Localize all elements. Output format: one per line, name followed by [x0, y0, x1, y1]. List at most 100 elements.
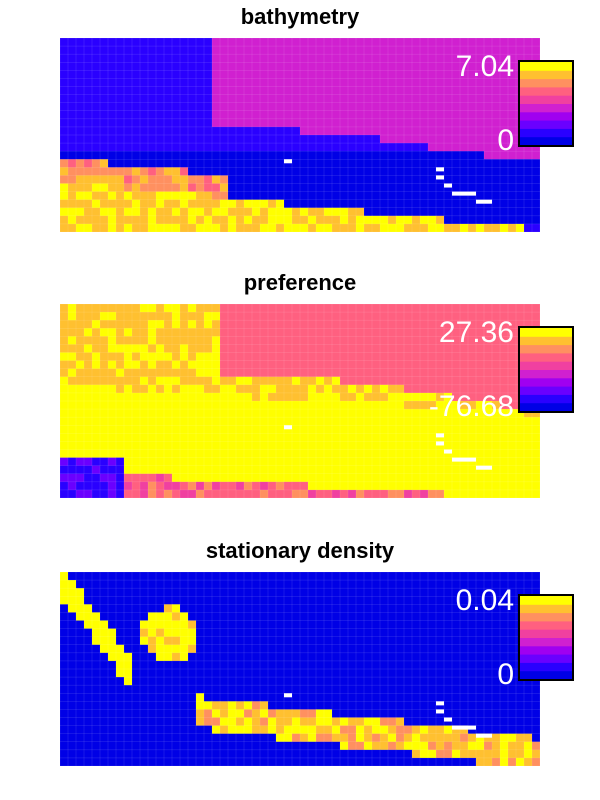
heatmap-cell: [412, 38, 421, 47]
heatmap-cell: [476, 54, 485, 63]
heatmap-cell: [500, 409, 509, 418]
heatmap-cell: [292, 441, 301, 450]
heatmap-cell: [84, 191, 93, 201]
heatmap-cell: [308, 685, 317, 694]
heatmap-cell: [92, 126, 101, 136]
heatmap-cell: [124, 677, 133, 686]
heatmap-cell: [340, 135, 349, 144]
heatmap-cell: [380, 336, 389, 345]
heatmap-cell: [492, 191, 501, 201]
heatmap-cell: [284, 652, 293, 662]
heatmap-cell: [484, 580, 493, 589]
heatmap-cell: [484, 94, 493, 104]
heatmap-cell: [364, 465, 373, 475]
heatmap-cell: [404, 143, 413, 152]
heatmap-cell: [340, 757, 349, 766]
heatmap-cell: [476, 457, 485, 467]
heatmap-cell: [116, 489, 125, 498]
heatmap-cell: [68, 473, 77, 483]
heatmap-cell: [236, 660, 245, 670]
heatmap-cell: [308, 677, 317, 686]
heatmap-cell: [516, 701, 525, 710]
heatmap-cell: [132, 644, 141, 654]
heatmap-cell: [428, 733, 437, 743]
heatmap-cell: [92, 652, 101, 662]
heatmap-cell: [380, 669, 389, 678]
heatmap-cell: [308, 433, 317, 442]
heatmap-cell: [308, 473, 317, 483]
heatmap-cell: [364, 489, 373, 498]
heatmap-cell: [316, 102, 325, 112]
heatmap-cell: [524, 54, 533, 63]
heatmap-cell: [252, 489, 261, 498]
heatmap-cell: [444, 441, 453, 450]
heatmap-cell: [372, 457, 381, 467]
heatmap-cell: [444, 636, 453, 646]
heatmap-cell: [300, 143, 309, 152]
heatmap-cell: [148, 175, 157, 184]
heatmap-cell: [212, 693, 221, 702]
heatmap-cell: [172, 677, 181, 686]
heatmap-cell: [308, 159, 317, 168]
heatmap-cell: [524, 473, 533, 483]
heatmap-cell: [124, 376, 133, 386]
heatmap-cell: [188, 588, 197, 597]
heatmap-cell: [484, 677, 493, 686]
heatmap-cell: [356, 417, 365, 426]
heatmap-cell: [92, 368, 101, 378]
heatmap-cell: [324, 725, 333, 735]
heatmap-cell: [188, 596, 197, 605]
heatmap-cell: [204, 94, 213, 104]
heatmap-cell: [132, 433, 141, 442]
heatmap-cell: [244, 368, 253, 378]
heatmap-cell: [92, 102, 101, 112]
heatmap-cell: [484, 669, 493, 678]
heatmap-cell: [180, 191, 189, 201]
heatmap-cell: [532, 709, 540, 718]
heatmap-cell: [500, 457, 509, 467]
heatmap-cell: [492, 465, 501, 475]
heatmap-cell: [148, 628, 157, 638]
heatmap-cell: [420, 660, 429, 670]
heatmap-cell: [132, 417, 141, 426]
heatmap-cell: [340, 717, 349, 726]
heatmap-cell: [284, 465, 293, 475]
heatmap-cell: [308, 604, 317, 613]
heatmap-cell: [140, 215, 149, 225]
heatmap-cell: [172, 360, 181, 370]
heatmap-cell: [484, 223, 493, 232]
heatmap-cell: [404, 344, 413, 353]
heatmap-cell: [116, 94, 125, 104]
heatmap-cell: [84, 481, 93, 491]
heatmap-cell: [428, 465, 437, 475]
heatmap-cell: [268, 360, 277, 370]
heatmap-cell: [372, 465, 381, 475]
heatmap-cell: [412, 336, 421, 345]
heatmap-cell: [92, 151, 101, 160]
heatmap-cell: [148, 717, 157, 726]
heatmap-cell: [236, 304, 245, 313]
heatmap-cell: [500, 191, 509, 201]
heatmap-cell: [164, 457, 173, 467]
heatmap-cell: [116, 612, 125, 621]
heatmap-cell: [84, 572, 93, 581]
heatmap-cell: [292, 580, 301, 589]
land-cell: [484, 199, 492, 204]
heatmap-cell: [508, 636, 517, 646]
heatmap-cell: [476, 143, 485, 152]
heatmap-cell: [140, 709, 149, 718]
heatmap-cell: [212, 433, 221, 442]
heatmap-cell: [508, 457, 517, 467]
heatmap-cell: [484, 328, 493, 337]
heatmap-cell: [76, 191, 85, 201]
heatmap-cell: [196, 110, 205, 120]
heatmap-cell: [212, 360, 221, 370]
heatmap-cell: [84, 612, 93, 621]
heatmap-cell: [300, 417, 309, 426]
heatmap-cell: [484, 457, 493, 467]
heatmap-cell: [84, 126, 93, 136]
heatmap-cell: [260, 652, 269, 662]
heatmap-cell: [108, 151, 117, 160]
heatmap-cell: [356, 94, 365, 104]
heatmap-cell: [276, 38, 285, 47]
